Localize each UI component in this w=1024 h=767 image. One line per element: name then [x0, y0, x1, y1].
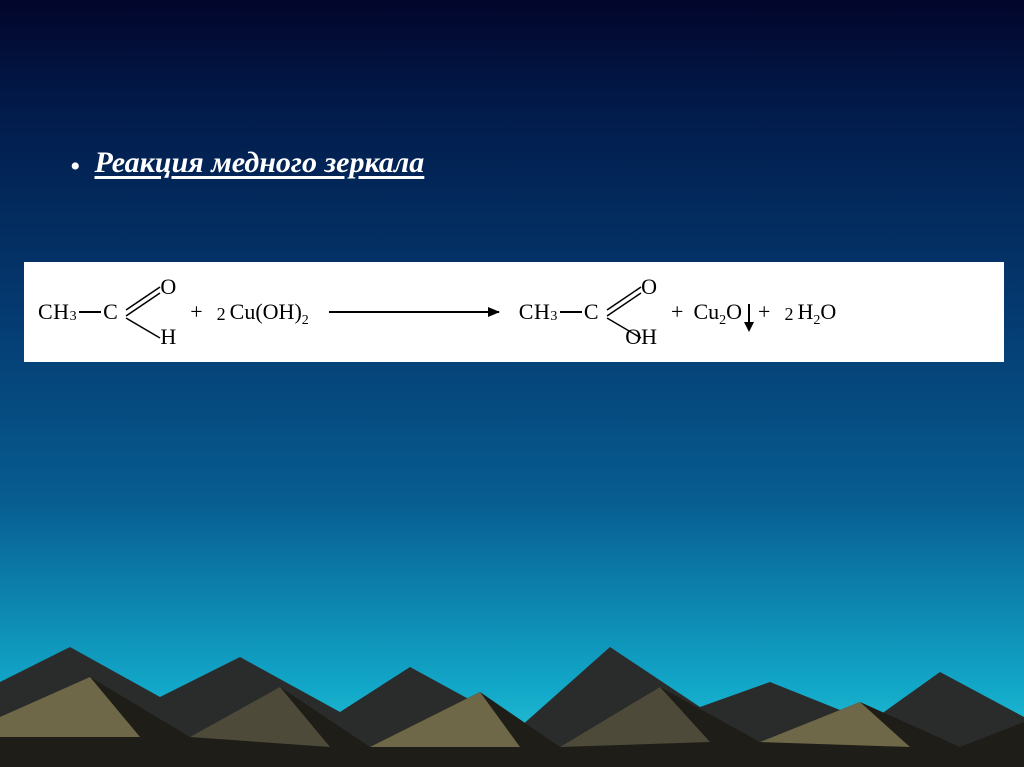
sub3: 3 — [550, 309, 558, 325]
reaction-arrow-icon — [329, 311, 499, 313]
reactant-acetaldehyde: CH3 C O H — [38, 280, 180, 344]
stem: CH3 C — [519, 299, 599, 325]
cu-oh: Cu(OH) — [230, 299, 302, 324]
atom-o: O — [641, 274, 657, 300]
reagent-cuoh2: Cu(OH)2 — [230, 299, 309, 325]
plus-sign: + — [758, 299, 770, 325]
bond-icon — [79, 311, 101, 313]
coefficient: 2 — [217, 304, 226, 325]
background-mountains — [0, 587, 1024, 767]
plus-sign: + — [190, 299, 202, 325]
reaction-equation: CH3 C O H + 2 Cu(OH)2 CH3 C — [24, 262, 1004, 362]
sub2: 2 — [719, 313, 726, 328]
bond-icon — [560, 311, 582, 313]
o: O — [820, 299, 836, 324]
carbon-c: C — [584, 299, 599, 325]
product-acetic-acid: CH3 C O OH — [519, 280, 661, 344]
carboxyl-fork: O OH — [603, 280, 661, 344]
carbonyl-fork: O H — [122, 280, 180, 344]
plus-sign: + — [671, 299, 683, 325]
cu: Cu — [693, 299, 719, 324]
coefficient: 2 — [784, 304, 793, 325]
ch3-c: CH — [38, 299, 70, 325]
atom-o: O — [160, 274, 176, 300]
product-cu2o: Cu2O — [693, 299, 742, 325]
sub2: 2 — [302, 313, 309, 328]
heading: • Реакция медного зеркала — [70, 146, 424, 180]
sub2: 2 — [813, 313, 820, 328]
h: H — [797, 299, 813, 324]
stem: CH3 C — [38, 299, 118, 325]
carbon-c: C — [103, 299, 118, 325]
slide-title: Реакция медного зеркала — [95, 146, 425, 180]
sub3: 3 — [70, 309, 78, 325]
ch3-c: CH — [519, 299, 551, 325]
o: O — [726, 299, 742, 324]
bullet-icon: • — [70, 152, 81, 182]
atom-h: H — [160, 324, 176, 350]
atom-oh: OH — [625, 324, 657, 350]
product-h2o: H2O — [797, 299, 836, 325]
precipitate-arrow-icon — [744, 304, 754, 332]
